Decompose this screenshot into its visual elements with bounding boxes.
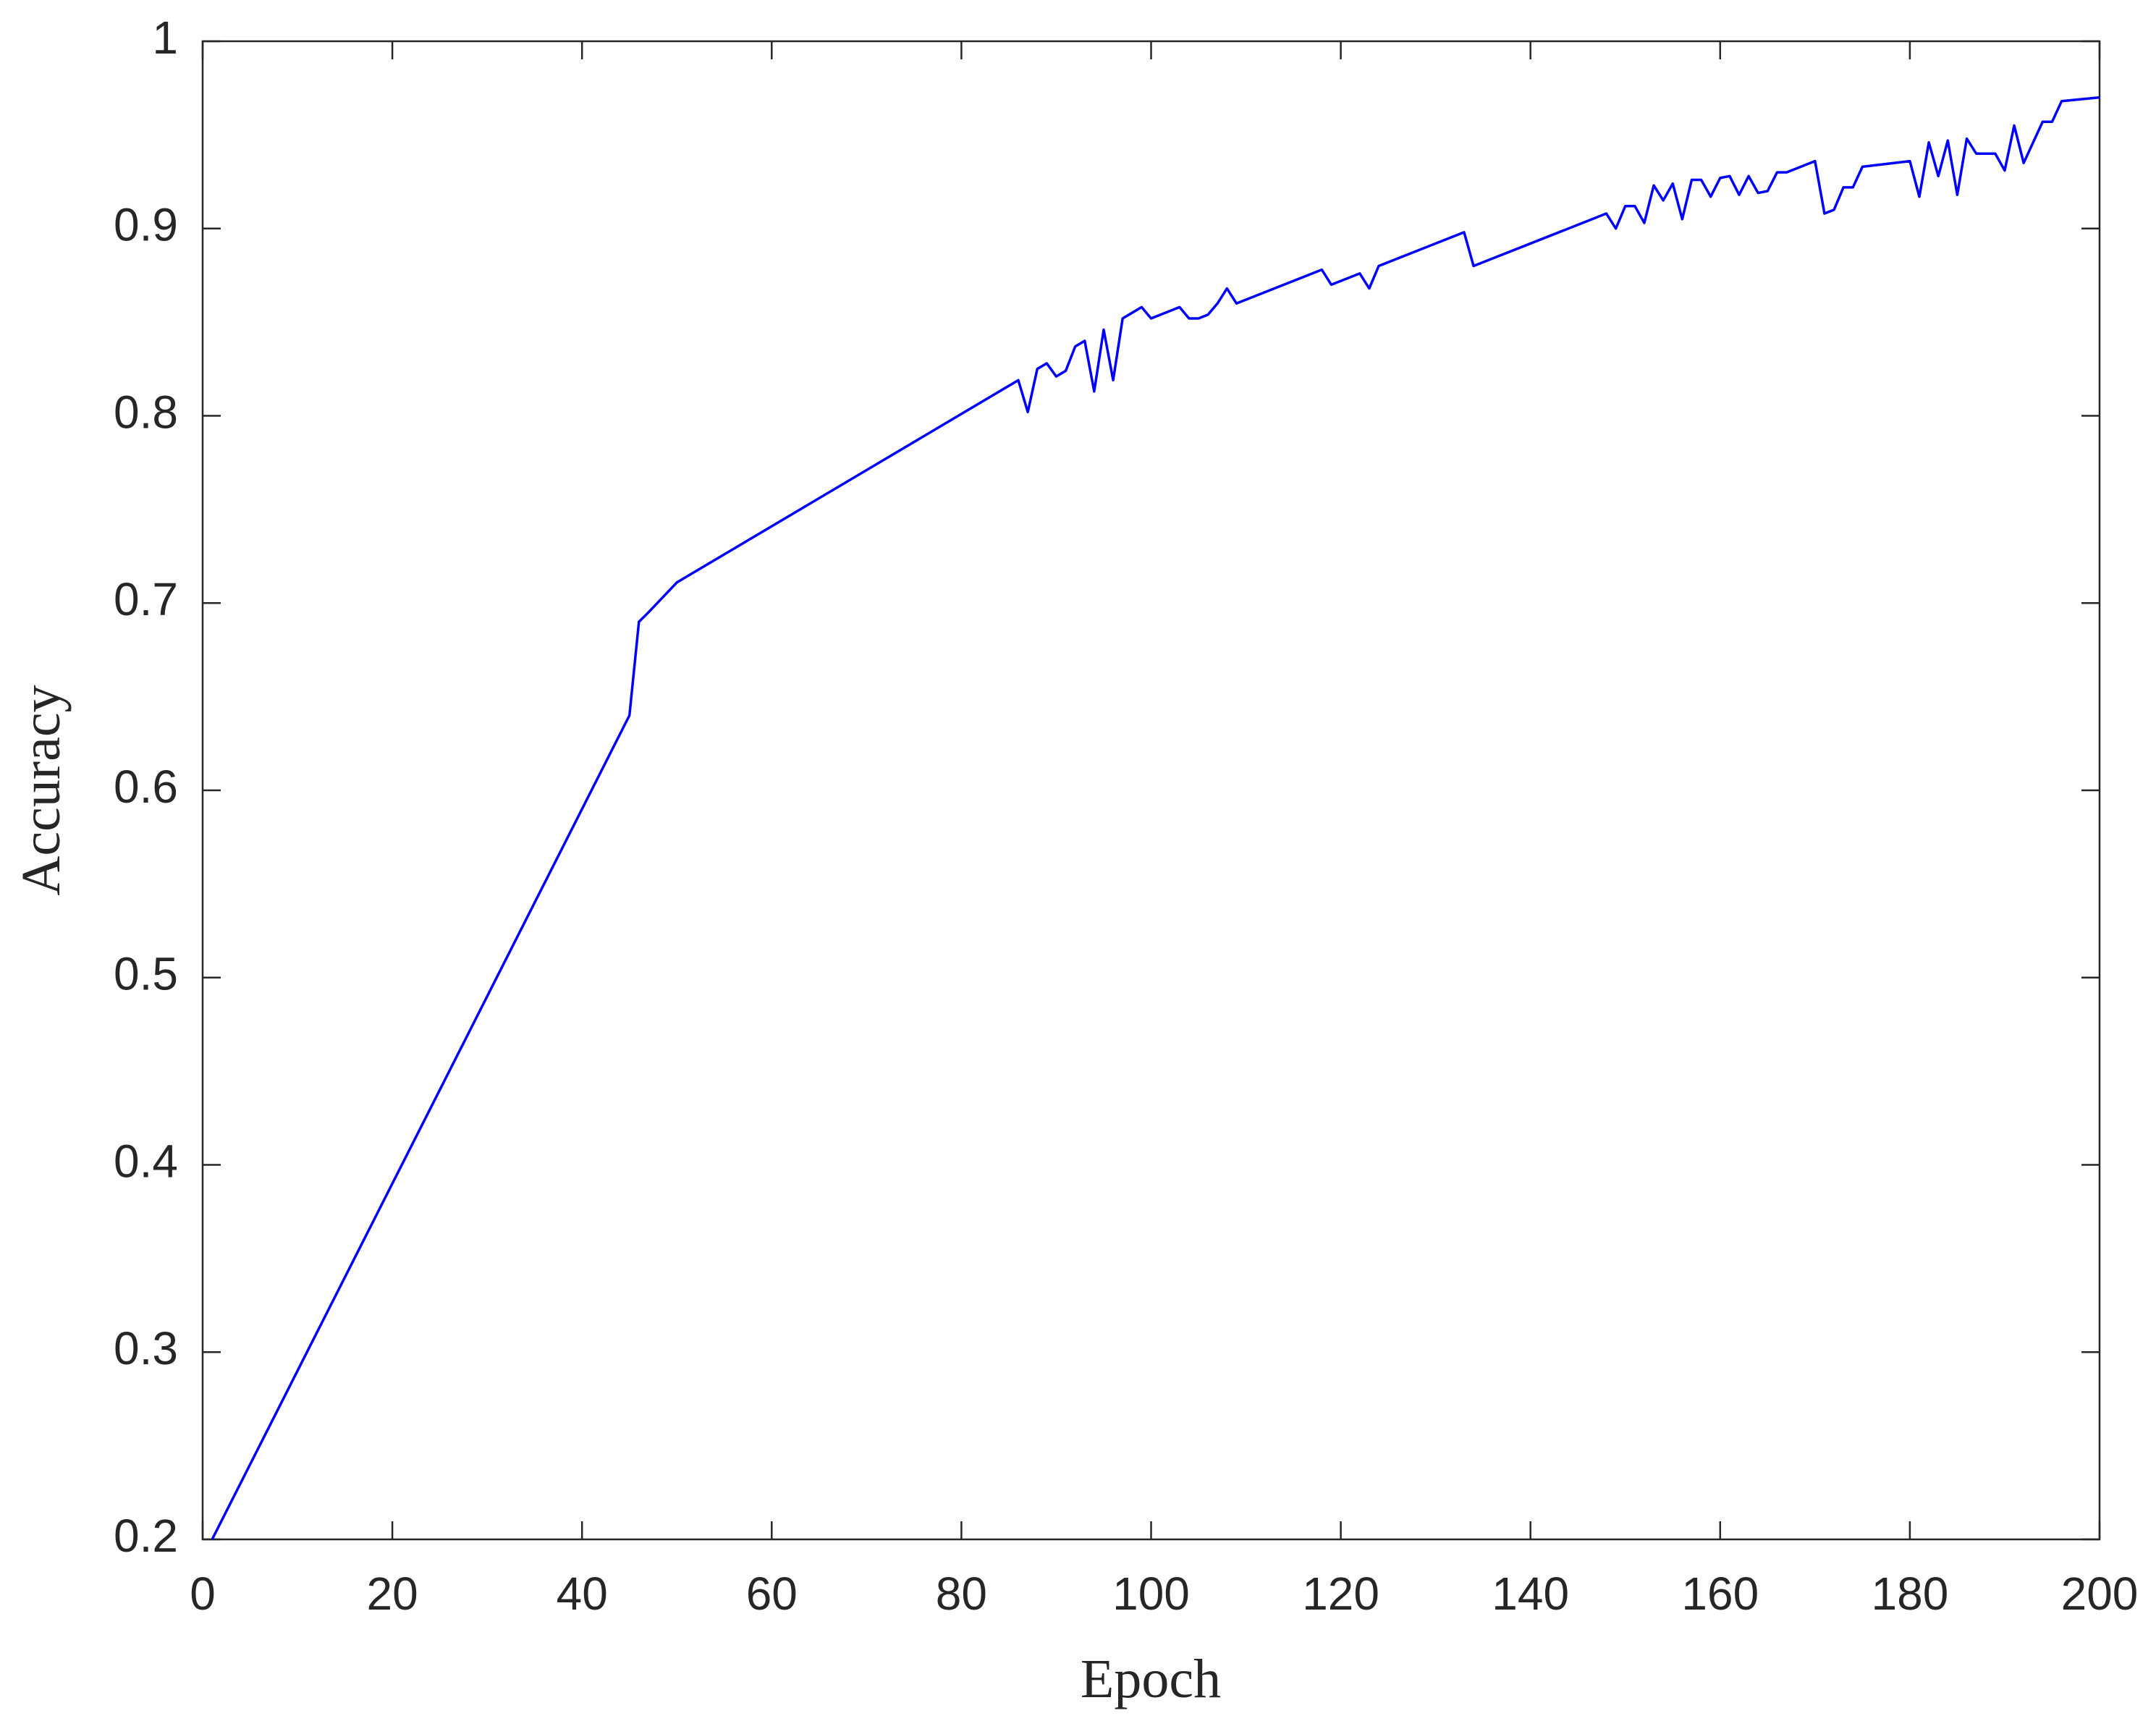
x-axis-label: Epoch [1081,1649,1221,1709]
x-tick-label: 60 [746,1568,798,1620]
x-tick-label: 80 [936,1568,987,1620]
y-tick-label: 0.9 [114,199,178,251]
y-tick-label: 0.2 [114,1510,178,1562]
x-tick-label: 40 [557,1568,608,1620]
y-tick-label: 0.4 [114,1135,178,1187]
x-tick-label: 140 [1492,1568,1569,1620]
y-tick-label: 0.8 [114,386,178,438]
x-tick-label: 120 [1302,1568,1379,1620]
x-tick-label: 20 [367,1568,418,1620]
y-tick-label: 0.6 [114,761,178,813]
y-tick-label: 0.3 [114,1322,178,1374]
data-line [211,96,2100,1540]
x-tick-label: 180 [1872,1568,1949,1620]
y-tick-label: 1 [152,12,178,64]
y-tick-label: 0.5 [114,948,178,1000]
x-tick-label: 0 [190,1568,216,1620]
x-tick-label: 200 [2061,1568,2139,1620]
y-tick-label: 0.7 [114,573,178,625]
y-axis-label: Accuracy [11,685,72,895]
x-tick-label: 100 [1112,1568,1190,1620]
x-tick-label: 160 [1681,1568,1759,1620]
